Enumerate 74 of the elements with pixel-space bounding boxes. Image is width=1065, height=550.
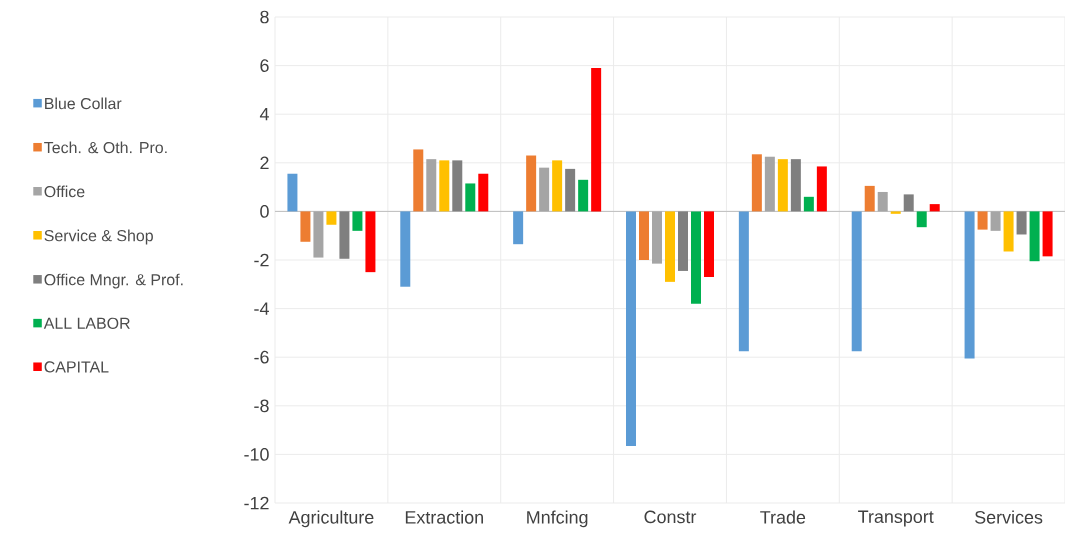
bar (426, 159, 437, 212)
bar (413, 149, 424, 212)
bar (352, 211, 363, 231)
bar (864, 185, 875, 212)
y-tick-label: -4 (254, 302, 269, 315)
x-tick-label: Trade (760, 510, 806, 524)
x-tick-label: Services (975, 510, 1043, 524)
x-tick-label: Transport (858, 510, 934, 527)
bar (704, 211, 714, 278)
legend-label: CAPITAL (44, 361, 109, 373)
bar (565, 168, 576, 212)
bar (777, 159, 788, 212)
y-tick-label: -2 (254, 253, 269, 267)
bar (513, 211, 524, 245)
bar (738, 211, 749, 352)
bar (300, 211, 311, 242)
bar (1029, 211, 1040, 262)
bar (578, 179, 589, 212)
bar (526, 155, 537, 212)
bar (665, 211, 675, 282)
bar (816, 166, 827, 212)
bar (751, 154, 762, 212)
bar (1042, 211, 1053, 257)
bar (890, 211, 901, 214)
legend-label: Service & Shop (44, 229, 153, 245)
bar (365, 211, 376, 273)
bar (851, 211, 862, 352)
bar (539, 167, 550, 212)
legend-label: Tech. & Oth. Pro. (44, 141, 167, 154)
bar (591, 68, 602, 212)
bar (903, 194, 914, 212)
bar (552, 160, 563, 212)
bar (803, 196, 814, 212)
bar (439, 160, 450, 212)
bar (652, 211, 662, 264)
y-tick-label: -10 (244, 448, 269, 461)
bar (977, 211, 988, 230)
x-tick-label: Agriculture (288, 510, 374, 528)
bar (916, 211, 927, 228)
bar (990, 211, 1001, 231)
bar (339, 211, 350, 259)
x-tick-label: Constr (644, 510, 697, 524)
bar (877, 191, 888, 212)
bar (626, 211, 636, 446)
bar (1003, 211, 1014, 252)
y-tick-label: 2 (260, 156, 269, 170)
bar (326, 211, 337, 225)
bar (465, 183, 476, 212)
bar (691, 211, 701, 304)
bar (764, 156, 775, 212)
bar (639, 211, 649, 260)
bar (1016, 211, 1027, 235)
bar (400, 211, 411, 287)
y-tick-label: 4 (259, 108, 269, 121)
x-tick-label: Mnfcing (527, 510, 588, 528)
bar (929, 204, 940, 212)
legend-label: Office Mngr. & Prof. (44, 273, 183, 289)
bar (964, 211, 975, 359)
bar (678, 211, 688, 271)
y-tick-label: 6 (260, 59, 269, 72)
legend-label: ALL LABOR (43, 317, 130, 329)
y-tick-label: 8 (260, 10, 269, 24)
legend-label: Office (44, 185, 85, 198)
y-tick-label: 0 (260, 205, 269, 218)
y-tick-label: -12 (244, 496, 269, 510)
bar (452, 160, 463, 212)
bar (790, 159, 801, 212)
legend-label: Blue Collar (45, 97, 122, 110)
y-tick-label: -6 (254, 350, 269, 364)
bar (287, 173, 298, 212)
bar (313, 211, 324, 258)
x-tick-label: Extraction (405, 510, 483, 524)
y-tick-label: -8 (254, 399, 269, 413)
bar (478, 173, 489, 212)
